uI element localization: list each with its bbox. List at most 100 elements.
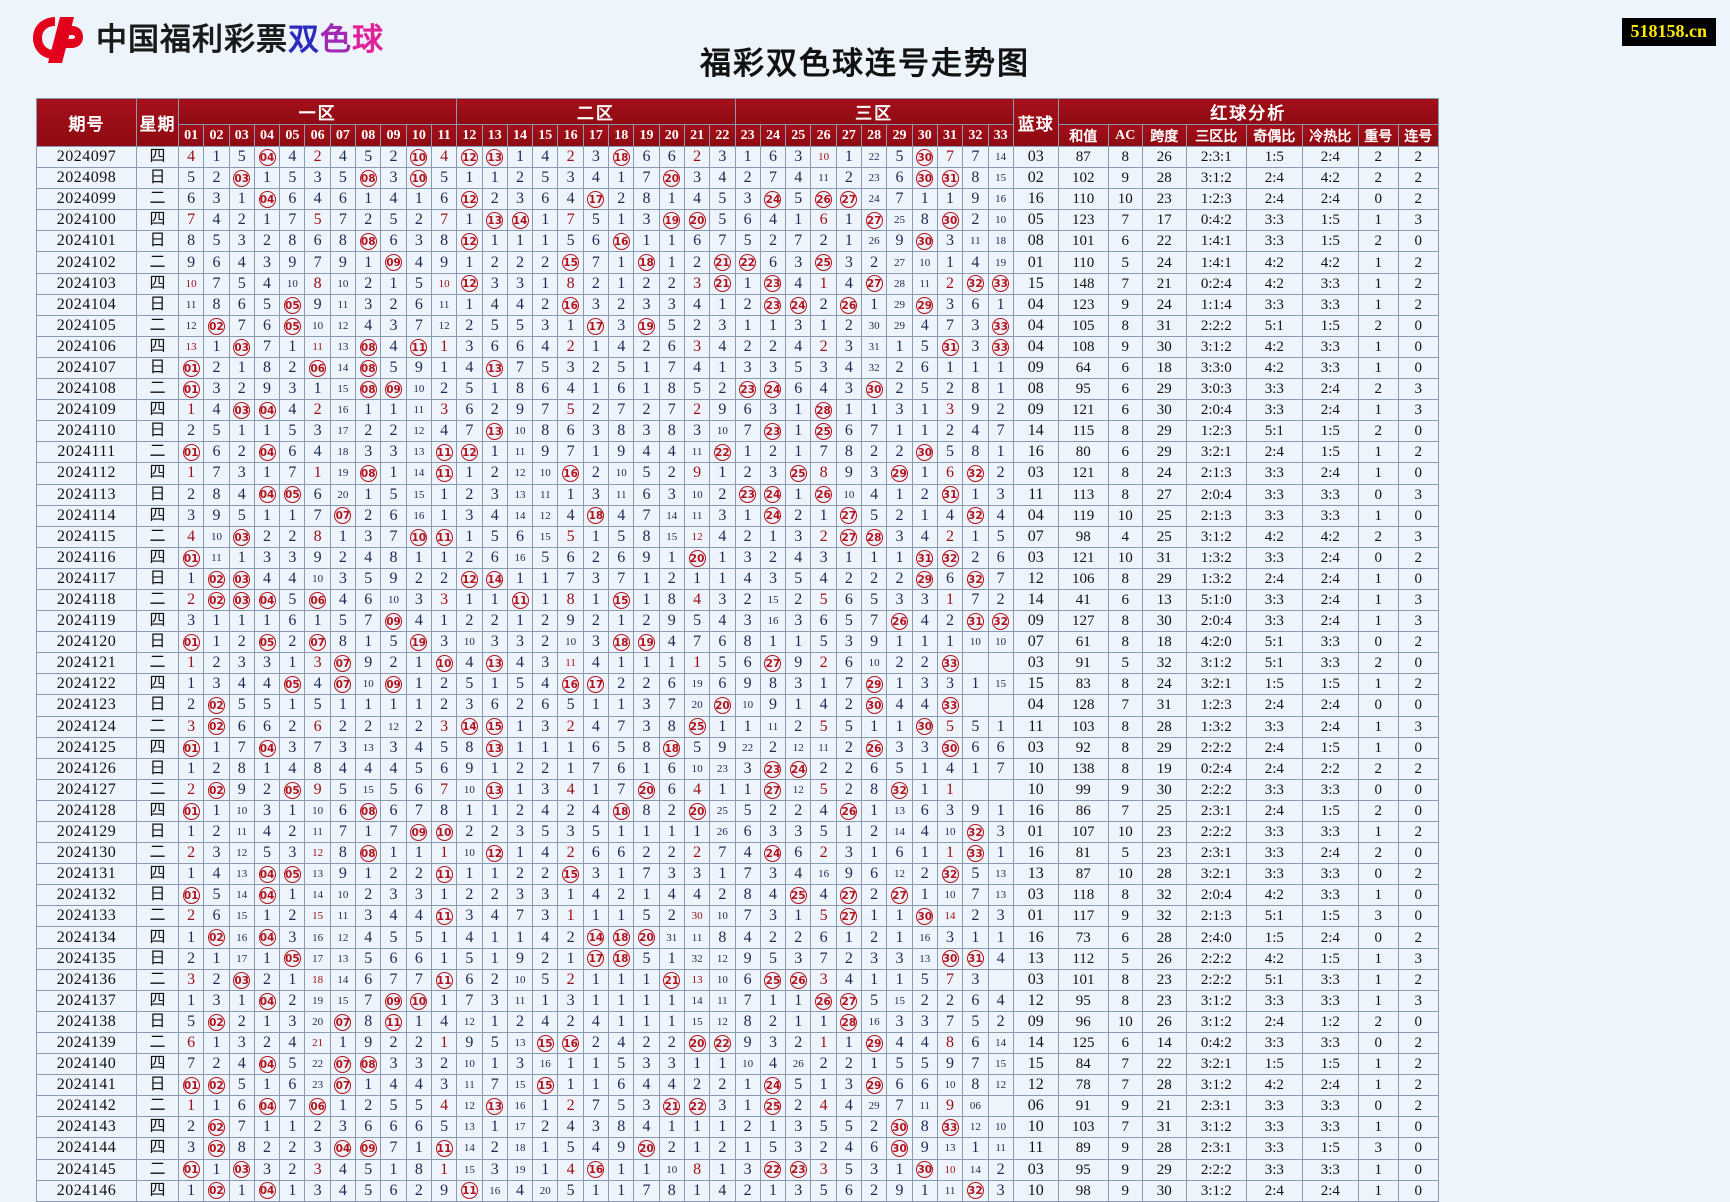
cell-issue[interactable]: 2024137	[36, 989, 137, 1012]
cell-issue[interactable]: 2024114	[36, 504, 137, 527]
table-row[interactable]: 2024109 四 1 4 03 04 4 2 16 1 1 11 3 6 2 9 7 5 2 7 2 7 2 9 6 3 1 28 1…	[36, 399, 1439, 422]
table-row[interactable]: 2024099 二 6 3 1 04 6 4 6 1 4 1 6 12 2 3 6 4 17 2 8 1 4 5 3 24 5 26 2…	[36, 188, 1439, 211]
table-row[interactable]: 2024097 四 4 1 5 04 4 2 4 5 2 10 4 12 13 1 4 2 3 18 6 6 2 3 1 6 3 10…	[36, 145, 1439, 169]
cell-issue[interactable]: 2024122	[36, 673, 137, 696]
cell-issue[interactable]: 2024135	[36, 947, 137, 970]
cell-issue[interactable]: 2024133	[36, 905, 137, 928]
table-row[interactable]: 2024107 日 01 2 1 8 2 06 14 08 5 9 1 4 13 7 5 3 2 5 1 7 4 1 3 3 5 3 4…	[36, 356, 1439, 380]
cell-issue[interactable]: 2024113	[36, 483, 137, 506]
table-row[interactable]: 2024122 四 1 3 4 4 05 4 07 10 09 1 2 5 1 5 4 16 17 2 2 6 19 6 9 8 3…	[36, 673, 1439, 696]
table-row[interactable]: 2024138 日 5 02 2 1 3 20 07 8 11 1 4 12 1 2 4 2 4 1 1 1 15 12 8 2 1…	[36, 1010, 1439, 1033]
cell-issue[interactable]: 2024128	[36, 799, 137, 823]
cell-issue[interactable]: 2024097	[36, 145, 137, 169]
cell-issue[interactable]: 2024134	[36, 926, 137, 949]
cell-issue[interactable]: 2024138	[36, 1010, 137, 1033]
cell-issue[interactable]: 2024126	[36, 757, 137, 780]
table-row[interactable]: 2024118 二 2 02 03 04 5 06 4 6 10 3 3 1 1 11 1 8 1 15 1 8 4 3 2 15…	[36, 588, 1439, 612]
cell-issue[interactable]: 2024107	[36, 356, 137, 380]
table-row[interactable]: 2024114 四 3 9 5 1 1 7 07 2 6 16 1 3 4 14 12 4 18 4 7 14 11 3 1 24…	[36, 504, 1439, 527]
table-row[interactable]: 2024132 日 01 5 14 04 1 14 10 2 3 3 1 2 2 3 3 1 4 2 1 4 4 2 8 4 25 4…	[36, 884, 1439, 907]
table-row[interactable]: 2024126 日 1 2 8 1 4 8 4 4 4 5 6 9 1 2 2 1 7 6 1 6 10 23 3 23 24 2 2 6…	[36, 757, 1439, 780]
cell-issue[interactable]: 2024098	[36, 167, 137, 190]
cell-issue[interactable]: 2024101	[36, 230, 137, 253]
cell-issue[interactable]: 2024141	[36, 1074, 137, 1097]
table-row[interactable]: 2024135 日 2 1 17 1 05 17 13 5 6 6 1 5 1 9 2 1 17 18 5 1 32 12 9 5…	[36, 947, 1439, 970]
table-row[interactable]: 2024141 日 01 02 5 1 6 23 07 1 4 4 3 11 7 15 15 1 1 6 4 4 2 2 1 24…	[36, 1074, 1439, 1097]
cell-issue[interactable]: 2024115	[36, 525, 137, 548]
table-row[interactable]: 2024112 四 1 7 3 1 7 1 19 08 1 14 11 1 2 12 10 16 2 10 5 2 9 1 2 3…	[36, 462, 1439, 485]
table-row[interactable]: 2024111 二 01 6 2 04 6 4 18 3 3 13 11 12 1 11 9 7 1 9 4 4 11 22 1…	[36, 441, 1439, 464]
cell-issue[interactable]: 2024142	[36, 1095, 137, 1118]
table-row[interactable]: 2024115 二 4 10 03 2 2 8 1 3 7 10 11 1 5 6 15 5 1 5 8 15 12 4 2 1 3…	[36, 525, 1439, 548]
table-row[interactable]: 2024121 二 1 2 3 3 1 3 07 9 2 1 10 4 13 4 3 11 4 1 1 1 1 5 6 27 9 2 6…	[36, 652, 1439, 675]
table-row[interactable]: 2024142 二 1 1 6 04 7 06 1 2 5 5 4 12 13 16 1 2 7 5 3 21 22 3 1 25…	[36, 1095, 1439, 1118]
cell-issue[interactable]: 2024120	[36, 631, 137, 654]
table-row[interactable]: 2024146 四 1 02 1 04 1 3 4 5 6 2 9 11 16 4 20 5 1 1 7 8 1 4 2 1 3 5 6…	[36, 1179, 1439, 1202]
table-row[interactable]: 2024144 四 3 02 8 2 2 3 04 09 7 1 11 14 2 18 1 5 4 9 20 2 1 2 1 5 3…	[36, 1137, 1439, 1160]
cell-issue[interactable]: 2024103	[36, 272, 137, 295]
table-row[interactable]: 2024134 四 1 02 16 04 3 16 12 4 5 5 1 4 1 1 4 2 14 18 20 31 11 8…	[36, 926, 1439, 949]
table-row[interactable]: 2024145 二 01 1 03 3 2 3 4 5 1 8 1 15 3 19 1 4 16 1 1 10 8 1 3 22 2…	[36, 1158, 1439, 1181]
table-row[interactable]: 2024120 日 01 1 2 05 2 07 8 1 5 19 3 10 3 3 2 10 3 18 19 4 7 6 8 1…	[36, 631, 1439, 654]
cell-issue[interactable]: 2024105	[36, 314, 137, 337]
cell-issue[interactable]: 2024099	[36, 188, 137, 211]
cell-issue[interactable]: 2024116	[36, 546, 137, 569]
table-row[interactable]: 2024136 二 3 2 03 2 1 18 14 6 7 7 11 6 2 10 5 2 1 1 1 21 13 10 6 2…	[36, 968, 1439, 991]
cell-issue[interactable]: 2024100	[36, 209, 137, 232]
table-row[interactable]: 2024137 四 1 3 1 04 2 19 15 7 09 10 1 7 3 11 1 3 1 1 1 1 14 11 7 1…	[36, 989, 1439, 1012]
cell-issue[interactable]: 2024123	[36, 694, 137, 717]
table-row[interactable]: 2024140 四 7 2 4 04 5 22 07 08 3 3 2 10 1 3 16 1 1 5 3 3 1 1 10 4 2…	[36, 1053, 1439, 1076]
table-row[interactable]: 2024124 二 3 02 6 6 2 6 2 2 12 2 3 14 15 1 3 2 4 7 3 8 25 1 1 11 2 5…	[36, 715, 1439, 738]
table-row[interactable]: 2024116 四 01 11 1 3 3 9 2 4 8 1 1 2 6 16 5 6 2 6 9 1 20 1 3 2 4 3 1 1…	[36, 546, 1439, 569]
cell-issue[interactable]: 2024108	[36, 378, 137, 401]
table-row[interactable]: 2024104 日 11 8 6 5 05 9 11 3 2 6 11 1 4 4 2 16 3 2 3 3 4 1 2 23 24…	[36, 293, 1439, 316]
cell-issue[interactable]: 2024117	[36, 567, 137, 590]
table-row[interactable]: 2024101 日 8 5 3 2 8 6 8 08 6 3 8 12 1 1 1 5 6 16 1 1 6 7 5 2 7 2 1 26…	[36, 230, 1439, 253]
table-row[interactable]: 2024098 日 5 2 03 1 5 3 5 08 3 10 5 1 1 2 5 3 4 1 7 20 3 4 2 7 4 11 2…	[36, 167, 1439, 190]
cell-issue[interactable]: 2024119	[36, 610, 137, 633]
table-row[interactable]: 2024131 四 1 4 13 04 05 13 9 1 2 2 11 1 1 2 2 15 3 1 7 3 3 1 7 3 4 1…	[36, 863, 1439, 886]
cell-issue[interactable]: 2024136	[36, 968, 137, 991]
table-row[interactable]: 2024105 二 12 02 7 6 05 10 12 4 3 7 12 2 5 5 3 1 17 3 19 5 2 3 1 1…	[36, 314, 1439, 337]
table-row[interactable]: 2024102 二 9 6 4 3 9 7 9 1 09 4 9 1 2 2 2 15 7 1 18 1 2 21 22 6 3 25…	[36, 251, 1439, 274]
cell-issue[interactable]: 2024106	[36, 335, 137, 358]
cell-issue[interactable]: 2024140	[36, 1053, 137, 1076]
cell-issue[interactable]: 2024127	[36, 778, 137, 801]
table-row[interactable]: 2024133 二 2 6 15 1 2 15 11 3 4 4 11 3 4 7 3 1 1 1 5 2 30 10 7 3 1 5…	[36, 905, 1439, 928]
cell-issue[interactable]: 2024125	[36, 736, 137, 759]
cell-issue[interactable]: 2024112	[36, 462, 137, 485]
table-row[interactable]: 2024110 日 2 5 1 1 5 3 17 2 2 12 4 7 13 10 8 6 3 8 3 8 3 10 7 23 1 2…	[36, 420, 1439, 443]
cell-issue[interactable]: 2024144	[36, 1137, 137, 1160]
table-row[interactable]: 2024119 四 3 1 1 1 6 1 5 7 09 4 1 2 2 1 2 9 2 1 2 9 5 4 3 16 3 6 5 7 26…	[36, 610, 1439, 633]
cell-issue[interactable]: 2024124	[36, 715, 137, 738]
cell-issue[interactable]: 2024146	[36, 1179, 137, 1202]
table-row[interactable]: 2024130 二 2 3 12 5 3 12 8 08 1 1 1 10 12 1 4 2 6 6 2 2 2 7 4 24 6 2…	[36, 842, 1439, 865]
cell-issue[interactable]: 2024130	[36, 842, 137, 865]
table-row[interactable]: 2024108 二 01 3 2 9 3 1 15 08 09 10 2 5 1 8 6 4 1 6 1 8 5 2 23 24 6…	[36, 378, 1439, 401]
cell-issue[interactable]: 2024145	[36, 1158, 137, 1181]
cell-issue[interactable]: 2024118	[36, 588, 137, 612]
table-row[interactable]: 2024113 日 2 8 4 04 05 6 20 1 5 15 1 2 3 13 11 1 3 11 6 3 10 2 23…	[36, 483, 1439, 506]
table-row[interactable]: 2024128 四 01 1 10 3 1 10 6 08 6 7 8 1 1 2 4 2 4 18 8 2 20 25 5 2 2…	[36, 799, 1439, 823]
cell-issue[interactable]: 2024139	[36, 1031, 137, 1055]
cell-issue[interactable]: 2024104	[36, 293, 137, 316]
cell-issue[interactable]: 2024121	[36, 652, 137, 675]
cell-issue[interactable]: 2024110	[36, 420, 137, 443]
cell-issue[interactable]: 2024111	[36, 441, 137, 464]
table-row[interactable]: 2024127 二 2 02 9 2 05 9 5 15 5 6 7 10 13 1 3 4 1 7 20 6 4 1 1 27 1…	[36, 778, 1439, 801]
cell-issue[interactable]: 2024102	[36, 251, 137, 274]
table-row[interactable]: 2024100 四 7 4 2 1 7 5 7 2 5 2 7 1 13 14 1 7 5 1 3 19 20 5 6 4 1 6 1 2…	[36, 209, 1439, 232]
table-row[interactable]: 2024103 四 10 7 5 4 10 8 10 2 1 5 10 12 3 3 1 8 2 1 2 2 3 21 1 23 4…	[36, 272, 1439, 295]
table-row[interactable]: 2024117 日 1 02 03 4 4 10 3 5 9 2 2 12 14 1 1 7 3 7 1 2 1 1 4 3 5 4 2…	[36, 567, 1439, 590]
cell-issue[interactable]: 2024132	[36, 884, 137, 907]
cell-issue[interactable]: 2024131	[36, 863, 137, 886]
cell-issue[interactable]: 2024143	[36, 1116, 137, 1139]
cell-issue[interactable]: 2024109	[36, 399, 137, 422]
table-row[interactable]: 2024143 四 2 02 7 1 1 2 3 6 6 6 5 13 1 17 2 4 3 8 4 1 1 1 2 1 3 5 5 2 3…	[36, 1116, 1439, 1139]
table-row[interactable]: 2024125 四 01 1 7 04 3 7 3 13 3 4 5 8 13 1 1 1 6 5 8 18 5 9 22 2 12…	[36, 736, 1439, 759]
table-row[interactable]: 2024123 日 2 02 5 5 1 5 1 1 1 1 2 3 6 2 6 5 1 1 3 7 20 20 10 9 1 4 2 3…	[36, 694, 1439, 717]
cell-issue[interactable]: 2024129	[36, 820, 137, 844]
table-row[interactable]: 2024129 日 1 2 11 4 2 11 7 1 7 09 10 2 2 3 5 3 5 1 1 1 1 26 6 3 3 5 1…	[36, 820, 1439, 844]
table-row[interactable]: 2024106 四 13 1 03 7 1 11 13 08 4 11 1 3 6 6 4 2 1 4 2 6 3 4 2 2 4 2…	[36, 335, 1439, 358]
table-row[interactable]: 2024139 二 6 1 3 2 4 21 1 9 2 2 1 9 5 13 15 16 2 4 2 2 20 22 9 3 2 1…	[36, 1031, 1439, 1055]
